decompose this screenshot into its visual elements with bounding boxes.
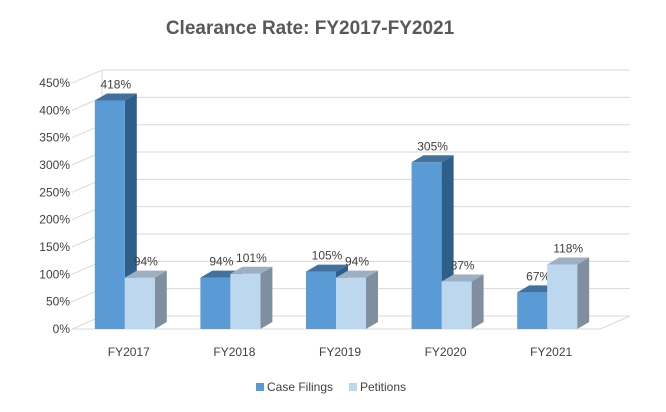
y-tick-label: 300% <box>39 158 70 172</box>
bar <box>94 100 125 329</box>
data-label: 101% <box>236 251 267 265</box>
data-label: 94% <box>134 255 158 269</box>
chart-title: Clearance Rate: FY2017-FY2021 <box>165 18 455 39</box>
y-tick-label: 0% <box>53 322 71 336</box>
y-tick-label: 400% <box>39 103 70 117</box>
bar <box>441 281 472 329</box>
bar-top <box>124 270 167 278</box>
data-label: 94% <box>345 255 369 269</box>
x-tick-label: FY2019 <box>319 345 361 359</box>
y-tick-label: 100% <box>39 267 70 281</box>
bar <box>411 162 442 329</box>
bar-side <box>471 274 484 329</box>
bar-top <box>230 266 273 274</box>
data-label: 94% <box>209 255 233 269</box>
bar-top <box>547 257 590 265</box>
bar <box>306 271 336 329</box>
legend-swatch <box>256 383 264 391</box>
bar <box>200 277 231 329</box>
data-label: 305% <box>417 139 448 153</box>
bar-top <box>94 93 137 101</box>
x-tick-label: FY2017 <box>108 345 150 359</box>
bar <box>547 264 578 329</box>
bar-top <box>411 155 454 163</box>
bar <box>230 273 261 329</box>
y-tick-label: 200% <box>39 213 70 227</box>
data-label: 87% <box>451 258 475 272</box>
x-tick-label: FY2021 <box>530 345 572 359</box>
data-label: 418% <box>100 78 131 92</box>
y-tick-label: 450% <box>39 76 70 90</box>
bar-side <box>124 93 137 329</box>
bar-side <box>154 270 167 329</box>
bar-side <box>577 257 590 329</box>
bar <box>124 277 155 329</box>
bar <box>336 277 366 329</box>
legend-swatch <box>349 383 357 391</box>
bar-side <box>260 266 273 329</box>
bar-top <box>336 270 378 278</box>
bar <box>517 292 548 329</box>
data-label: 118% <box>553 242 583 256</box>
legend-label: Petitions <box>360 380 406 394</box>
gridline-diagonal <box>71 69 103 84</box>
x-tick-label: FY2020 <box>425 345 467 359</box>
y-tick-label: 250% <box>39 185 70 199</box>
bar-side <box>366 270 378 329</box>
bar-top <box>441 274 484 282</box>
data-label: 67% <box>526 269 550 283</box>
y-tick-label: 150% <box>39 240 70 254</box>
x-tick-label: FY2018 <box>213 345 255 359</box>
y-tick-label: 350% <box>39 131 70 145</box>
floor-right-edge <box>599 315 631 330</box>
bar-top <box>306 264 348 272</box>
legend-label: Case Filings <box>267 380 333 394</box>
data-label: 105% <box>312 249 343 263</box>
y-tick-label: 50% <box>46 295 70 309</box>
